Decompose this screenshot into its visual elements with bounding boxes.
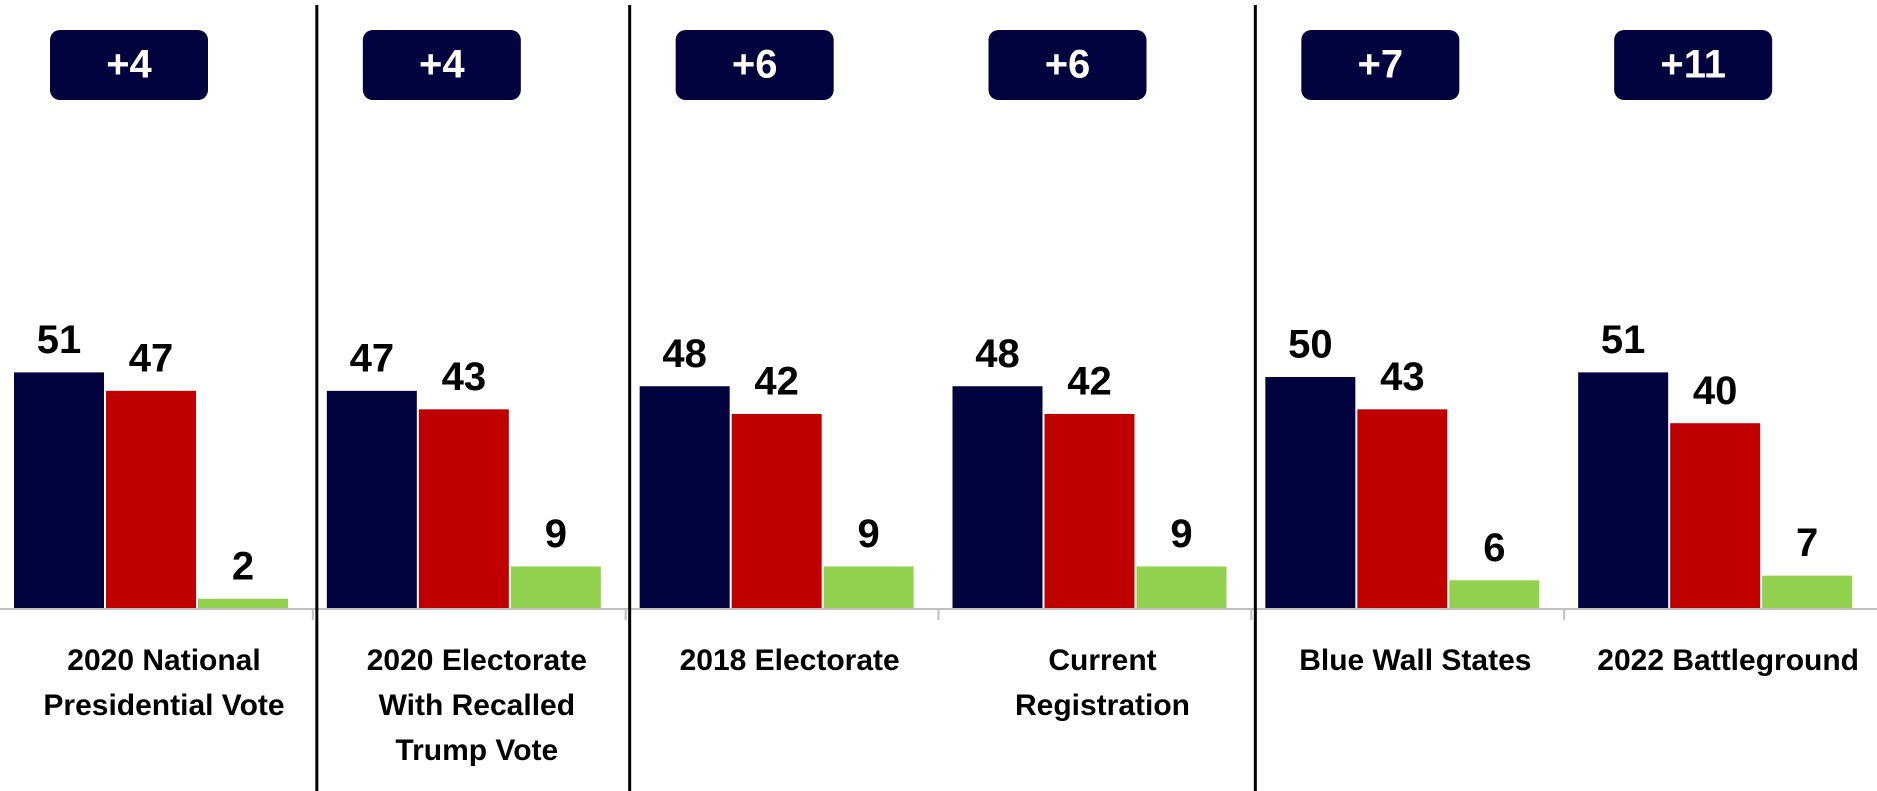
x-tick-label: 2018 Electorate [679,644,900,677]
margin-badge [675,30,834,100]
x-tick-label: 2022 Battleground [1597,644,1860,677]
value-label: 7 [1796,521,1818,565]
bar [1265,377,1356,608]
value-label: 9 [858,512,880,556]
x-tick-label: Blue Wall States [1299,644,1532,677]
margin-label: +11 [1660,43,1726,87]
bar [1136,566,1227,608]
margin-label: +6 [732,43,778,87]
value-label: 9 [545,512,567,556]
bar [1449,580,1540,608]
bar [106,390,196,608]
bar [823,566,914,608]
margin-badge [362,30,521,100]
value-label: 43 [1380,355,1425,399]
bar [731,413,822,608]
bar [952,386,1043,608]
bar [510,566,601,608]
margin-badge [1614,30,1773,100]
value-label: 42 [1067,360,1112,404]
bar [639,386,730,608]
x-tick-label: 2020 National Presidential Vote [43,644,285,722]
value-label: 48 [662,332,707,376]
value-label: 40 [1693,369,1738,413]
bar [198,598,288,608]
bar [1670,423,1761,608]
bar [1578,372,1669,608]
margin-badge [1301,30,1460,100]
value-label: 50 [1288,323,1333,367]
bar [1044,413,1135,608]
bar [1762,575,1853,608]
margin-label: +4 [106,43,152,87]
bar [1357,409,1448,608]
bar [14,372,104,608]
margin-label: +7 [1358,43,1404,87]
value-label: 43 [442,355,487,399]
value-label: 9 [1170,512,1192,556]
x-tick-label: Current Registration [1014,644,1191,722]
bar [418,409,509,608]
value-label: 51 [1601,318,1646,362]
margin-badge [988,30,1147,100]
value-label: 6 [1483,526,1505,570]
bar [326,390,417,608]
value-label: 51 [37,318,82,362]
value-label: 42 [754,360,799,404]
margin-badge [50,30,208,100]
value-label: 47 [350,336,395,380]
margin-label: +6 [1045,43,1091,87]
value-label: 48 [975,332,1020,376]
margin-label: +4 [419,43,465,87]
value-label: 47 [129,336,174,380]
value-label: 2 [232,544,254,588]
x-tick-label: 2020 Electorate With Recalled Trump Vote [366,644,587,767]
